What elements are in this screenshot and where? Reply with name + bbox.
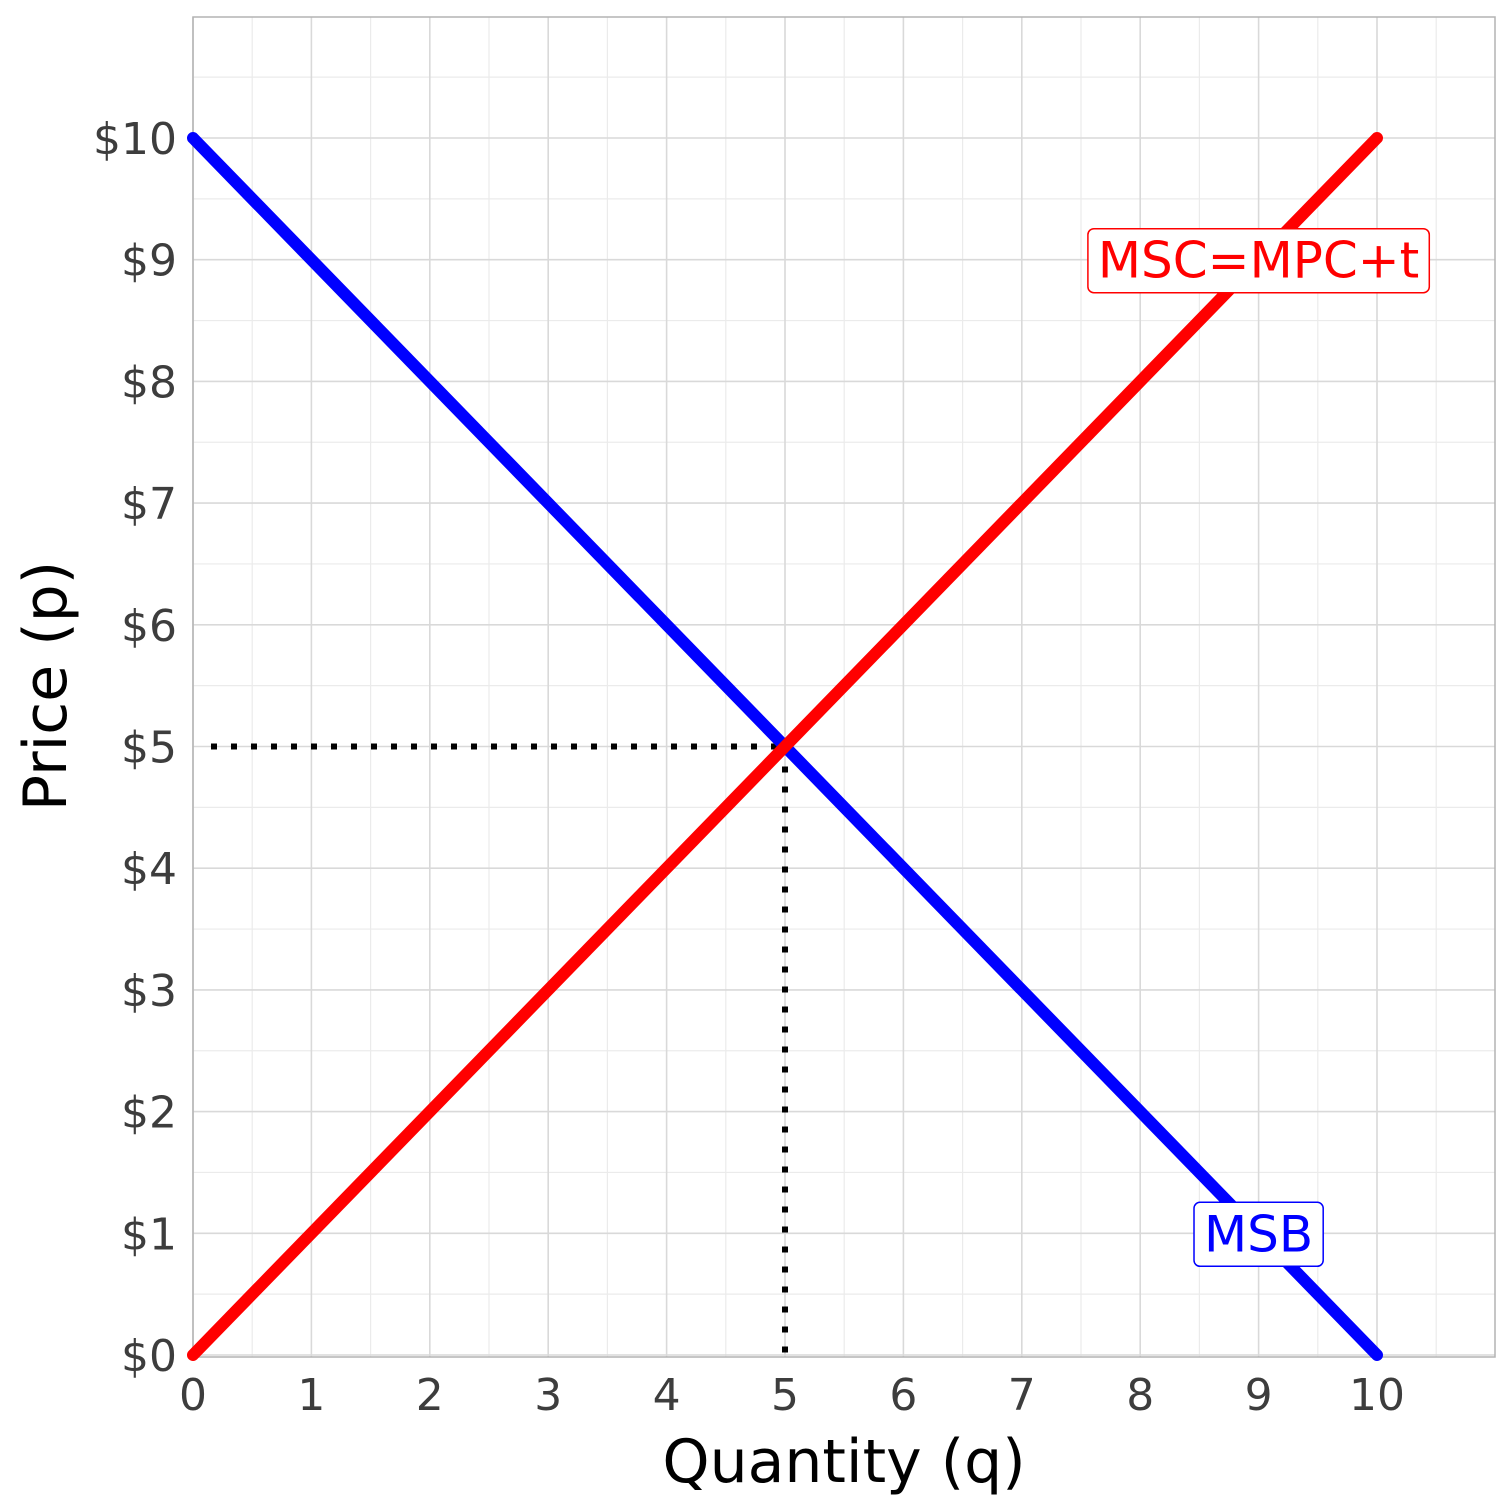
curve-labels: MSB MSC=MPC+t (1087, 227, 1431, 1268)
y-tick-label: $8 (121, 357, 177, 408)
y-tick-label: $0 (121, 1331, 177, 1382)
y-tick-label: $4 (121, 844, 177, 895)
x-axis-ticks: 0 1 2 3 4 5 6 7 8 9 10 (179, 1370, 1405, 1421)
label-msc-mpc-t: MSC=MPC+t (1098, 232, 1419, 290)
x-tick-label: 1 (297, 1370, 325, 1421)
equilibrium-guides (211, 743, 788, 1357)
curves (187, 132, 1383, 1361)
y-tick-label: $6 (121, 601, 177, 652)
x-tick-label: 0 (179, 1370, 207, 1421)
label-box-msc-mpc-t (1087, 227, 1431, 294)
x-tick-label: 10 (1349, 1370, 1405, 1421)
y-tick-label: $7 (121, 479, 177, 530)
x-tick-label: 8 (1126, 1370, 1154, 1421)
y-axis-ticks: $0 $1 $2 $3 $4 $5 $6 $7 $8 $9 $10 (93, 114, 177, 1382)
y-tick-label: $5 (121, 723, 177, 774)
y-tick-label: $3 (121, 966, 177, 1017)
y-tick-label: $9 (121, 236, 177, 287)
curve-msc-mpc-t (187, 132, 1383, 1361)
plot-border (192, 16, 1496, 1358)
x-tick-label: 6 (889, 1370, 917, 1421)
x-tick-label: 4 (653, 1370, 681, 1421)
y-tick-label: $2 (121, 1088, 177, 1139)
x-tick-label: 7 (1008, 1370, 1036, 1421)
x-tick-label: 9 (1245, 1370, 1273, 1421)
x-tick-label: 2 (416, 1370, 444, 1421)
y-tick-label: $10 (93, 114, 177, 165)
x-tick-label: 5 (771, 1370, 799, 1421)
x-tick-label: 3 (534, 1370, 562, 1421)
label-box-msb (1193, 1201, 1324, 1268)
label-msb: MSB (1204, 1205, 1313, 1263)
y-tick-label: $1 (121, 1209, 177, 1260)
y-axis-title: Price (p) (11, 561, 81, 811)
x-axis-title: Quantity (q) (662, 1427, 1025, 1497)
